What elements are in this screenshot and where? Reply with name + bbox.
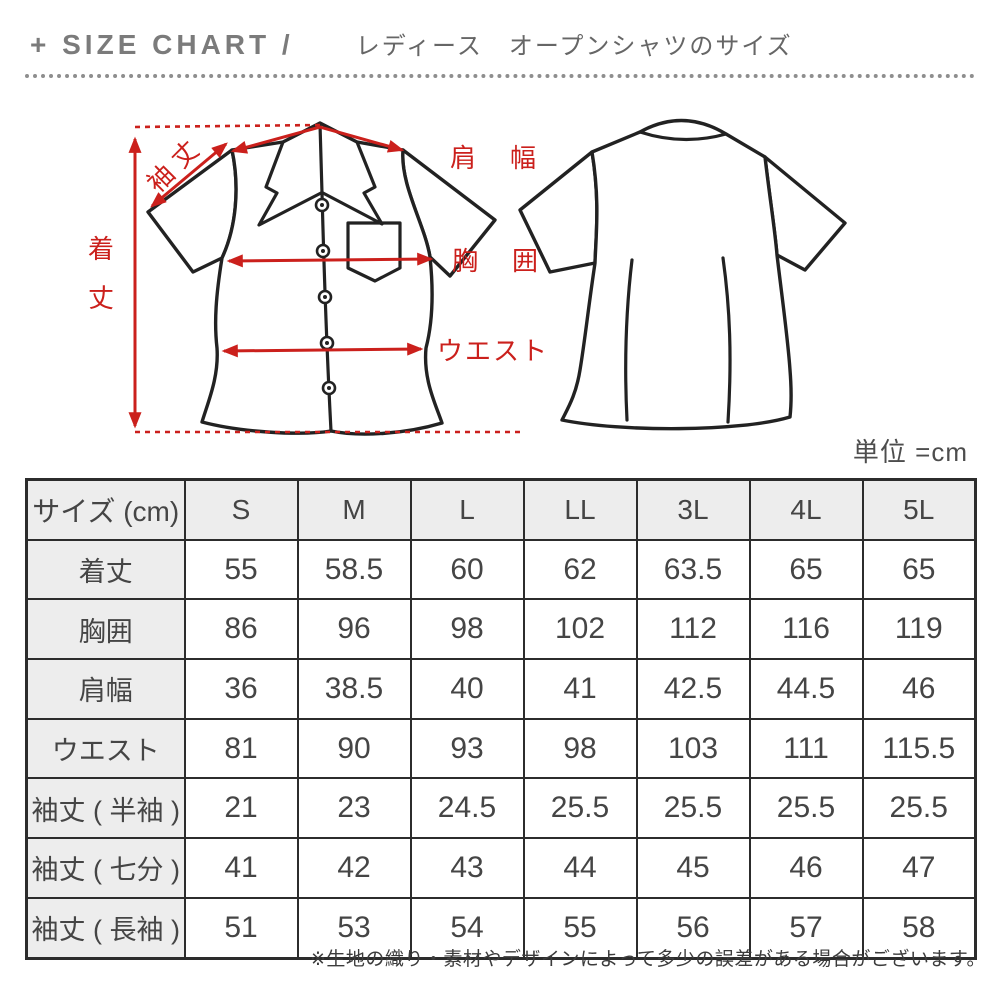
measurement-value-cell: 21 [183, 777, 299, 840]
measurement-value-cell: 25.5 [635, 777, 751, 840]
size-table-row: 着丈 55 58.5 60 62 63.5 65 65 [25, 538, 977, 601]
measurement-value-cell: 23 [296, 777, 412, 840]
measurement-value-cell: 102 [522, 598, 638, 661]
measurement-value-cell: 115.5 [861, 717, 977, 780]
measurement-row-label: 肩幅 [25, 658, 186, 720]
waist-arrow [221, 342, 424, 358]
measurement-annotations: 肩 幅 胸 囲 ウエスト 袖丈 着 丈 [88, 123, 549, 434]
sleeve-length-arrow [150, 142, 228, 208]
size-table-row: 袖丈 ( 半袖 ) 21 23 24.5 25.5 25.5 25.5 25.5 [25, 777, 977, 840]
measurement-value-cell: 44.5 [748, 658, 864, 720]
chest-arrow [226, 252, 434, 268]
measurement-value-cell: 24.5 [409, 777, 525, 840]
size-table-row: 肩幅 36 38.5 40 41 42.5 44.5 46 [25, 658, 977, 720]
measurement-value-cell: 41 [183, 837, 299, 899]
size-table-row: 胸囲 86 96 98 102 112 116 119 [25, 598, 977, 661]
size-unit-header-cell: サイズ (cm) [25, 478, 186, 541]
measurement-value-cell: 112 [635, 598, 751, 661]
measurement-value-cell: 81 [183, 717, 299, 780]
size-column-header: 4L [748, 478, 864, 541]
size-table-row: 袖丈 ( 七分 ) 41 42 43 44 45 46 47 [25, 837, 977, 899]
size-table: サイズ (cm) S M L LL 3L 4L 5L 着丈 55 58.5 60 62 63.5 65 65 胸… [25, 478, 977, 960]
shirt-back-illustration [518, 118, 847, 431]
measurement-value-cell: 93 [409, 717, 525, 780]
body-length-label-bottom: 丈 [88, 283, 114, 313]
footnote: ※生地の織り・素材やデザインによって多少の誤差がある場合がございます。 [309, 949, 986, 970]
size-column-header: M [296, 478, 412, 541]
measurement-value-cell: 47 [861, 837, 977, 899]
page-title-en: + SIZE CHART / [30, 29, 294, 60]
measurement-value-cell: 40 [409, 658, 525, 720]
measurement-value-cell: 51 [183, 896, 299, 960]
page-header: + SIZE CHART / レディース オープンシャツのサイズ [30, 26, 975, 61]
measurement-value-cell: 65 [861, 538, 977, 601]
measurement-row-label: 袖丈 ( 長袖 ) [25, 896, 186, 960]
shirt-front-illustration [146, 121, 497, 436]
unit-label: 単位 =cm [852, 437, 968, 467]
measurement-value-cell: 116 [748, 598, 864, 661]
size-column-header: S [183, 478, 299, 541]
measurement-value-cell: 25.5 [522, 777, 638, 840]
shoulder-width-label: 肩 幅 [450, 143, 540, 173]
measurement-value-cell: 96 [296, 598, 412, 661]
shirt-measurement-diagram: 肩 幅 胸 囲 ウエスト 袖丈 着 丈 [88, 118, 847, 436]
measurement-value-cell: 45 [635, 837, 751, 899]
size-table-row: 袖丈 ( 長袖 ) 51 53 54 55 56 57 58 [25, 896, 977, 960]
page-title-ja: レディース オープンシャツのサイズ [355, 33, 793, 60]
measurement-value-cell: 54 [409, 896, 525, 960]
measurement-value-cell: 25.5 [748, 777, 864, 840]
measurement-row-label: 胸囲 [25, 598, 186, 661]
measurement-value-cell: 57 [748, 896, 864, 960]
measurement-value-cell: 58 [861, 896, 977, 960]
measurement-row-label: 袖丈 ( 七分 ) [25, 837, 186, 899]
measurement-row-label: ウエスト [25, 717, 186, 780]
measurement-row-label: 袖丈 ( 半袖 ) [25, 777, 186, 840]
measurement-value-cell: 53 [296, 896, 412, 960]
measurement-value-cell: 46 [748, 837, 864, 899]
measurement-value-cell: 46 [861, 658, 977, 720]
measurement-value-cell: 111 [748, 717, 864, 780]
measurement-value-cell: 25.5 [861, 777, 977, 840]
dashed-guide-top [134, 123, 322, 129]
size-column-header: 5L [861, 478, 977, 541]
measurement-value-cell: 119 [861, 598, 977, 661]
measurement-value-cell: 98 [522, 717, 638, 780]
size-column-header: L [409, 478, 525, 541]
measurement-value-cell: 65 [748, 538, 864, 601]
measurement-value-cell: 36 [183, 658, 299, 720]
dotted-divider [25, 74, 975, 78]
size-table-row: ウエスト 81 90 93 98 103 111 115.5 [25, 717, 977, 780]
measurement-value-cell: 60 [409, 538, 525, 601]
measurement-row-label: 着丈 [25, 538, 186, 601]
measurement-value-cell: 41 [522, 658, 638, 720]
shirt-buttons [314, 197, 337, 396]
measurement-value-cell: 42.5 [635, 658, 751, 720]
measurement-value-cell: 38.5 [296, 658, 412, 720]
size-column-header: LL [522, 478, 638, 541]
chest-label: 胸 囲 [452, 246, 542, 276]
waist-label: ウエスト [437, 336, 549, 366]
measurement-value-cell: 44 [522, 837, 638, 899]
measurement-value-cell: 86 [183, 598, 299, 661]
measurement-value-cell: 55 [522, 896, 638, 960]
measurement-value-cell: 63.5 [635, 538, 751, 601]
measurement-value-cell: 103 [635, 717, 751, 780]
measurement-value-cell: 98 [409, 598, 525, 661]
body-length-label-top: 着 [88, 234, 114, 264]
measurement-value-cell: 55 [183, 538, 299, 601]
measurement-value-cell: 42 [296, 837, 412, 899]
measurement-value-cell: 43 [409, 837, 525, 899]
measurement-value-cell: 62 [522, 538, 638, 601]
shoulder-width-arrow [230, 125, 405, 154]
size-column-header: 3L [635, 478, 751, 541]
size-table-header-row: サイズ (cm) S M L LL 3L 4L 5L [25, 478, 977, 541]
measurement-value-cell: 56 [635, 896, 751, 960]
measurement-value-cell: 90 [296, 717, 412, 780]
measurement-value-cell: 58.5 [296, 538, 412, 601]
